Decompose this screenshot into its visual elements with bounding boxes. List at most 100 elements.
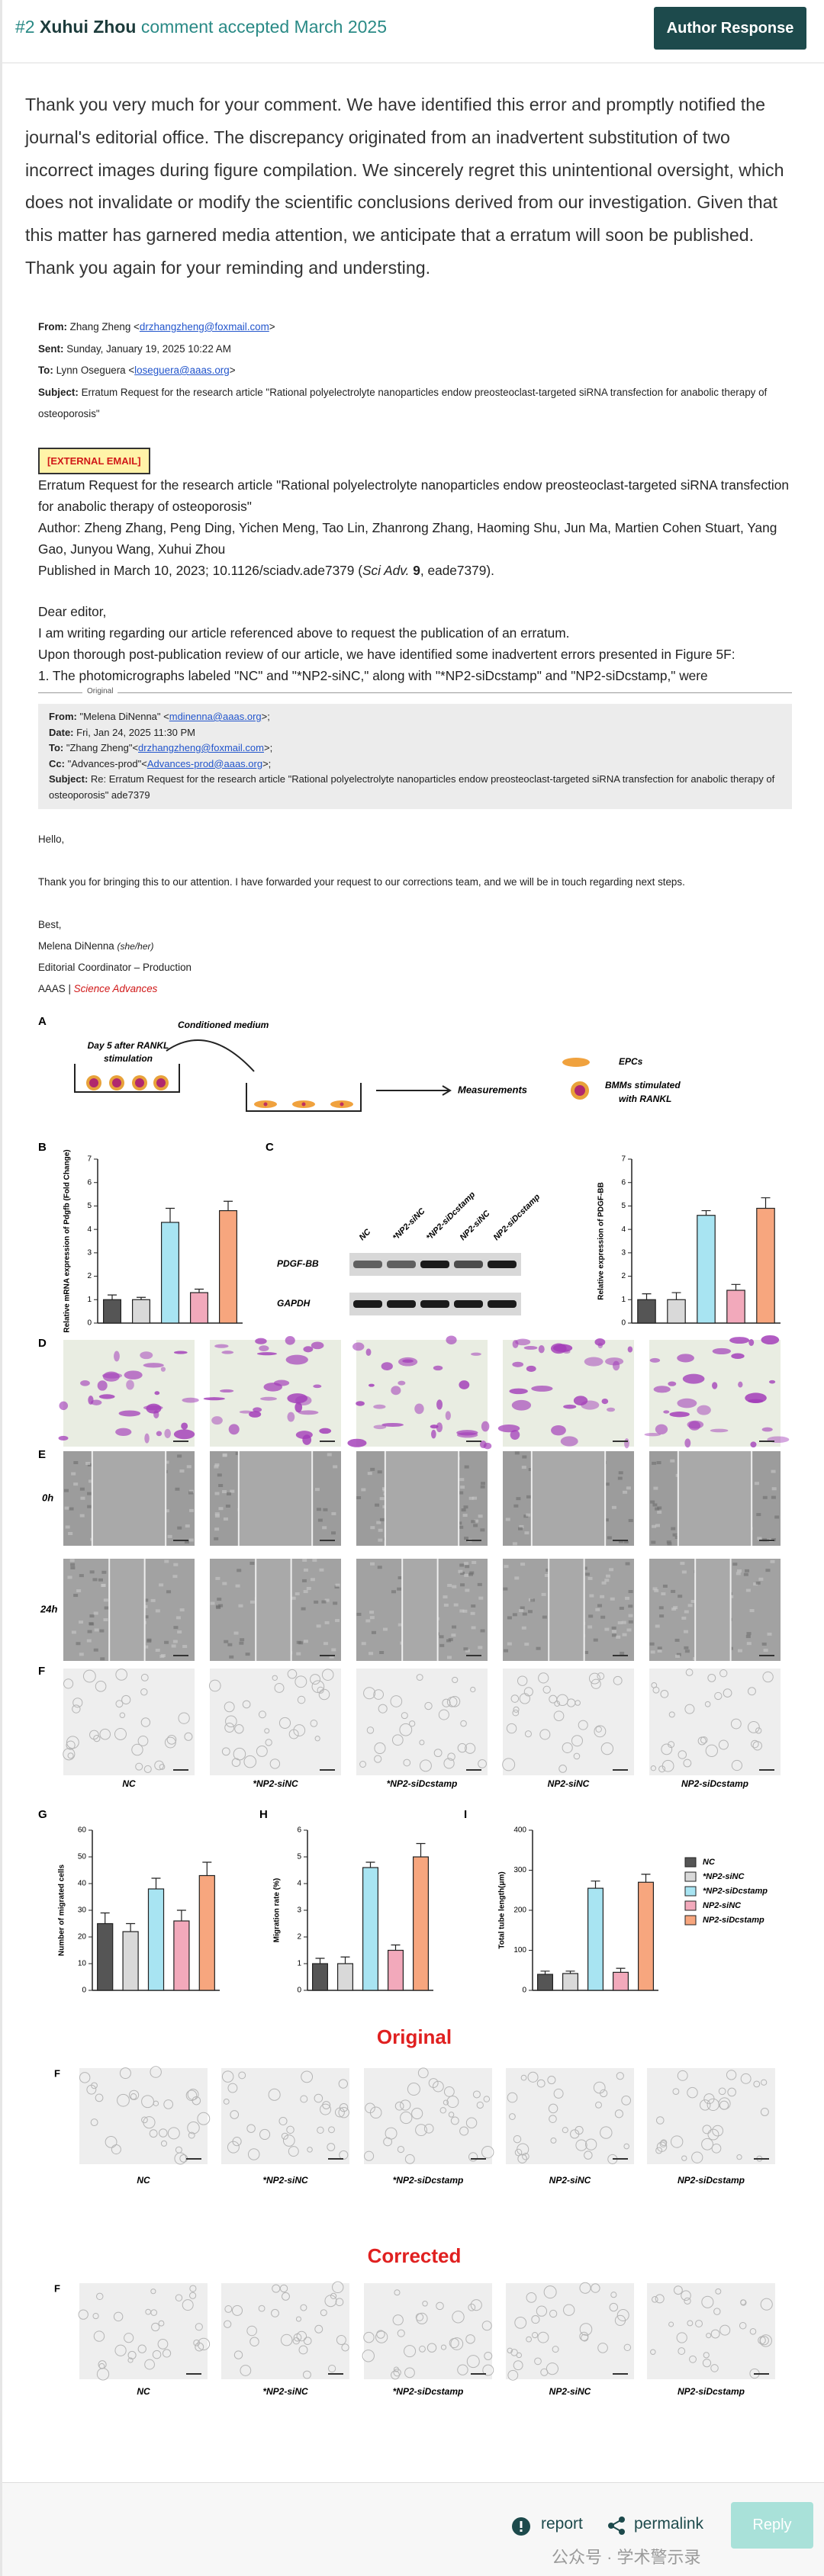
cell [710, 2364, 719, 2372]
cell [507, 2369, 519, 2381]
texture [451, 1633, 456, 1637]
cell [591, 2283, 600, 2293]
texture [333, 1465, 338, 1469]
cell [417, 2067, 429, 2079]
texture [235, 1584, 240, 1588]
cell [175, 2146, 182, 2154]
journal: Sci Adv. [362, 563, 410, 578]
cell [536, 2305, 548, 2317]
cell [549, 2309, 558, 2318]
cell [373, 1425, 387, 1430]
texture [611, 1630, 616, 1633]
texture [314, 1600, 319, 1604]
texture [600, 1595, 605, 1598]
micrograph-bg [506, 2068, 634, 2164]
texture [749, 1609, 755, 1613]
texture [459, 1563, 465, 1567]
texture [398, 1623, 403, 1627]
cell [162, 2349, 172, 2358]
bar [122, 1931, 139, 1991]
texture [544, 1573, 549, 1577]
author[interactable]: Xuhui Zhou [39, 17, 137, 37]
cell [397, 2329, 405, 2337]
texture [763, 1649, 768, 1653]
cell [677, 1398, 697, 1408]
texture [375, 1503, 380, 1507]
cell [310, 1720, 318, 1727]
texture [690, 1599, 696, 1603]
texture [303, 1568, 308, 1572]
texture [460, 1572, 465, 1575]
texture [683, 1630, 688, 1633]
texture [771, 1487, 777, 1491]
report-link[interactable]: report [541, 2515, 583, 2533]
cell [394, 2101, 404, 2111]
cell [616, 2072, 624, 2080]
cell [233, 1747, 246, 1761]
group-label: *NP2-siDcstamp [387, 1778, 458, 1789]
cell [415, 2313, 424, 2321]
cell [159, 1764, 166, 1770]
comment-number[interactable]: #2 [15, 17, 35, 37]
email-link[interactable]: mdinenna@aaas.org [169, 711, 262, 722]
legend-label: *NP2-siNC [703, 1872, 745, 1881]
email-link[interactable]: drzhangzheng@foxmail.com [138, 742, 264, 753]
cell [124, 1370, 143, 1380]
y-tick-label: 400 [513, 1826, 526, 1835]
author-response-button[interactable]: Author Response [654, 7, 806, 50]
report-icon[interactable] [510, 2516, 532, 2537]
texture [214, 1463, 220, 1466]
cell [319, 1428, 332, 1434]
texture [217, 1473, 222, 1477]
email-link[interactable]: loseguera@aaas.org [134, 365, 230, 376]
texture [443, 1595, 448, 1599]
row-label: Sent: [38, 342, 64, 355]
micrograph [647, 2068, 775, 2164]
error-bar [137, 1296, 146, 1300]
journal[interactable]: Science Advances [73, 983, 158, 994]
cell [687, 2320, 694, 2327]
micrograph [210, 1451, 341, 1546]
cell [156, 1078, 166, 1087]
cell [301, 2070, 314, 2083]
legend-swatch [684, 1915, 697, 1926]
cell [688, 1421, 701, 1431]
texture [323, 1642, 328, 1646]
cell [549, 2115, 557, 2123]
cell [144, 1433, 150, 1444]
cell [378, 1704, 388, 1714]
texture [655, 1507, 660, 1511]
texture [611, 1505, 616, 1509]
email-link[interactable]: drzhangzheng@foxmail.com [139, 321, 269, 332]
reply-header: From: "Melena DiNenna" <mdinenna@aaas.or… [38, 704, 792, 809]
cell [446, 1335, 457, 1344]
y-tick-label: 300 [513, 1866, 526, 1874]
permalink[interactable]: permalink [634, 2515, 704, 2533]
email-link[interactable]: Advances-prod@aaas.org [146, 757, 263, 769]
erratum-authors: Author: Zheng Zhang, Peng Ding, Yichen M… [38, 520, 777, 557]
cell [63, 1748, 76, 1761]
group-label: *NP2-siNC [253, 1778, 298, 1789]
texture [604, 1518, 609, 1522]
reply-button[interactable]: Reply [731, 2502, 813, 2549]
texture [587, 1625, 593, 1629]
texture [324, 1598, 330, 1602]
cell [154, 1391, 160, 1396]
cell [240, 2365, 252, 2376]
texture [379, 1497, 385, 1501]
permalink-icon[interactable] [607, 2516, 626, 2536]
cell [684, 1704, 695, 1714]
texture [656, 1461, 661, 1465]
cell [375, 2330, 388, 2343]
row-label: To: [38, 365, 53, 376]
legend-label: NC [703, 1858, 716, 1867]
error-bar [100, 1912, 110, 1924]
cell [509, 1388, 528, 1395]
cell [366, 1726, 375, 1734]
cell [512, 1709, 520, 1717]
cell [678, 2347, 686, 2355]
cell [445, 1411, 451, 1421]
texture [439, 1643, 445, 1647]
texture [616, 1635, 621, 1639]
error-bar [416, 1842, 426, 1857]
